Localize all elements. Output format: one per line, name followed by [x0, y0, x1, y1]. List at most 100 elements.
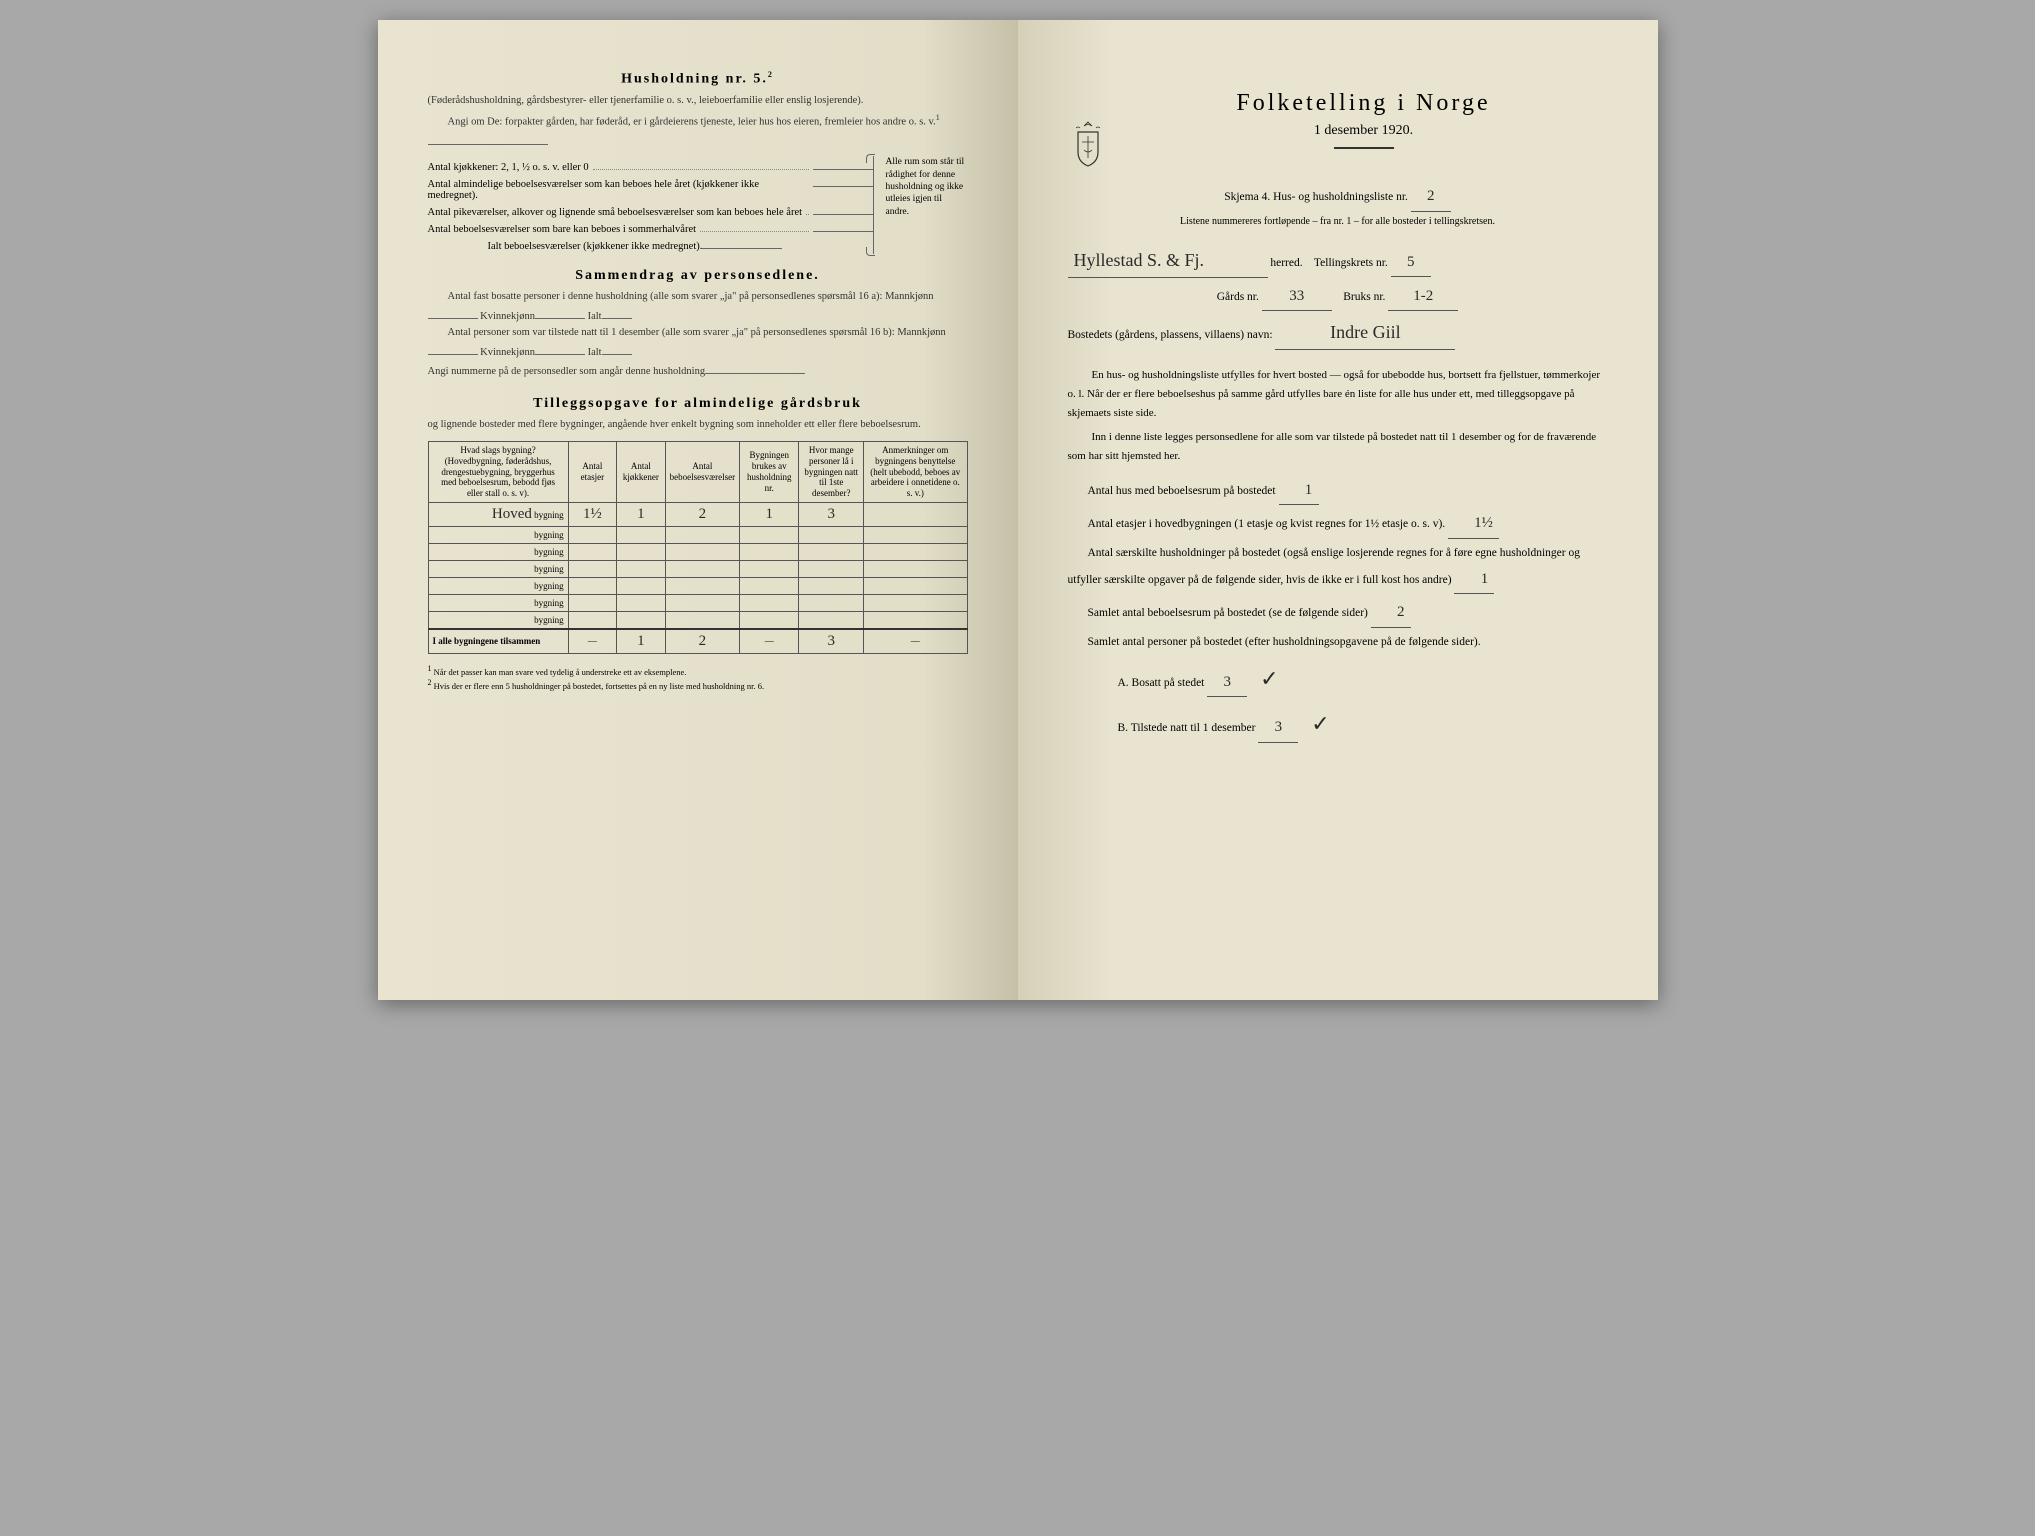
cell-name: Hoved bygning	[428, 502, 568, 526]
gards-line: Gårds nr. 33 Bruks nr. 1-2	[1068, 282, 1608, 312]
bygning-cell: bygning	[428, 577, 568, 594]
listene-note: Listene nummereres fortløpende – fra nr.…	[1068, 216, 1608, 227]
qA-val: 3	[1207, 668, 1247, 698]
gards-label: Gårds nr.	[1217, 291, 1259, 303]
bygning-cell: bygning	[428, 594, 568, 611]
check-icon: ✓	[1260, 666, 1278, 691]
blank	[602, 341, 632, 355]
krets-label: Tellingskrets nr.	[1314, 257, 1388, 269]
hand-name: Hoved	[492, 506, 532, 522]
kvinne-label: Kvinnekjønn	[480, 311, 535, 322]
footnotes: 1 Når det passer kan man svare ved tydel…	[428, 664, 968, 692]
herred-hand: Hyllestad S. & Fj.	[1068, 243, 1268, 278]
summary1: Antal fast bosatte personer i denne hush…	[428, 289, 968, 325]
blank	[813, 175, 873, 187]
summary1-text: Antal fast bosatte personer i denne hush…	[448, 291, 934, 302]
kvinne-label2: Kvinnekjønn	[480, 347, 535, 358]
th-anm: Anmerkninger om bygningens benyttelse (h…	[864, 441, 967, 502]
q2-line: Antal etasjer i hovedbygningen (1 etasje…	[1068, 509, 1608, 539]
rooms1-label: Antal almindelige beboelsesværelser som …	[428, 179, 805, 201]
qA-label: A. Bosatt på stedet	[1118, 677, 1205, 689]
kitchens-label: Antal kjøkkener: 2, 1, ½ o. s. v. eller …	[428, 162, 589, 173]
footnote2: 2 Hvis der er flere enn 5 husholdninger …	[428, 678, 968, 692]
kitchens-row: Antal kjøkkener: 2, 1, ½ o. s. v. eller …	[428, 158, 873, 173]
q3-line: Antal særskilte husholdninger på bostede…	[1068, 543, 1608, 594]
angi-line: Angi om De: forpakter gården, har føderå…	[428, 112, 968, 150]
cell-vaerelser: 2	[665, 502, 739, 526]
cell-anm	[864, 502, 967, 526]
table-header-row: Hvad slags bygning? (Hovedbygning, føder…	[428, 441, 967, 502]
qB-val: 3	[1258, 713, 1298, 743]
th-kjokkener: Antal kjøkkener	[617, 441, 666, 502]
angi-blank	[428, 131, 548, 145]
rooms2-label: Antal pikeværelser, alkover og lignende …	[428, 207, 803, 218]
bruks-label: Bruks nr.	[1343, 291, 1385, 303]
cell-kjokkener: 1	[617, 502, 666, 526]
q4-line: Samlet antal beboelsesrum på bostedet (s…	[1068, 598, 1608, 628]
bracket-note: Alle rum som står til rådighet for denne…	[873, 156, 968, 254]
document-spread: Husholdning nr. 5.2 (Føderådshusholdning…	[378, 20, 1658, 1000]
dots	[593, 160, 809, 170]
qA-line: A. Bosatt på stedet 3 ✓	[1068, 658, 1608, 700]
bygning-cell: bygning	[428, 611, 568, 629]
table-row: bygning	[428, 560, 967, 577]
total-vaerelser: 2	[665, 629, 739, 654]
cell-personer: 3	[799, 502, 864, 526]
table-row: Hoved bygning 1½ 1 2 1 3	[428, 502, 967, 526]
para1: En hus- og husholdningsliste utfylles fo…	[1068, 366, 1608, 422]
rooms1-row: Antal almindelige beboelsesværelser som …	[428, 175, 873, 201]
ialt-label: Ialt	[588, 311, 602, 322]
qB-line: B. Tilstede natt til 1 desember 3 ✓	[1068, 703, 1608, 745]
krets-nr: 5	[1391, 248, 1431, 278]
blank	[535, 305, 585, 319]
table-row: bygning	[428, 611, 967, 629]
table-row: bygning	[428, 577, 967, 594]
bosted-hand: Indre Giil	[1275, 315, 1455, 350]
q3-val: 1	[1454, 565, 1494, 595]
rooms2-row: Antal pikeværelser, alkover og lignende …	[428, 203, 873, 218]
angi-sup: 1	[936, 113, 940, 122]
heading-text: Husholdning nr. 5.	[621, 72, 768, 87]
main-title: Folketelling i Norge	[1120, 90, 1608, 117]
th-vaerelser: Antal beboelsesværelser	[665, 441, 739, 502]
summary3: Angi nummerne på de personsedler som ang…	[428, 360, 968, 380]
total-personer: 3	[799, 629, 864, 654]
total-kjokkener: 1	[617, 629, 666, 654]
table-row: bygning	[428, 543, 967, 560]
angi-text: Angi om De: forpakter gården, har føderå…	[448, 117, 936, 128]
rooms-block: Antal kjøkkener: 2, 1, ½ o. s. v. eller …	[428, 156, 968, 254]
ialt-label2: Ialt	[588, 347, 602, 358]
dots	[806, 205, 808, 215]
rooms-total-label: Ialt beboelsesværelser (kjøkkener ikke m…	[488, 241, 703, 252]
bygning-cell: bygning	[428, 526, 568, 543]
title-rule	[1334, 147, 1394, 149]
coat-of-arms-icon	[1068, 120, 1108, 168]
q4-label: Samlet antal beboelsesrum på bostedet (s…	[1088, 607, 1368, 619]
table-row: bygning	[428, 594, 967, 611]
household-heading: Husholdning nr. 5.2	[428, 70, 968, 88]
dots	[700, 222, 808, 232]
bosted-label: Bostedets (gårdens, plassens, villaens) …	[1068, 329, 1273, 341]
herred-label: herred.	[1270, 257, 1302, 269]
footnote1: 1 Når det passer kan man svare ved tydel…	[428, 664, 968, 678]
summary2-text: Antal personer som var tilstede natt til…	[448, 327, 946, 338]
blank	[702, 237, 782, 249]
rooms-total-row: Ialt beboelsesværelser (kjøkkener ikke m…	[428, 237, 873, 252]
title-block: Folketelling i Norge 1 desember 1920.	[1120, 90, 1608, 165]
summary2: Antal personer som var tilstede natt til…	[428, 325, 968, 361]
subtitle: 1 desember 1920.	[1120, 123, 1608, 139]
addl-title: Tilleggsopgave for almindelige gårdsbruk	[428, 396, 968, 412]
bygning-cell: bygning	[428, 560, 568, 577]
skjema-nr: 2	[1411, 182, 1451, 212]
check-icon: ✓	[1311, 711, 1329, 736]
total-anm: —	[864, 629, 967, 654]
herred-line: Hyllestad S. & Fj. herred. Tellingskrets…	[1068, 243, 1608, 278]
skjema-line: Skjema 4. Hus- og husholdningsliste nr. …	[1068, 182, 1608, 212]
footnote2-text: Hvis der er flere enn 5 husholdninger på…	[434, 681, 764, 691]
q1-label: Antal hus med beboelsesrum på bostedet	[1088, 485, 1276, 497]
q1-line: Antal hus med beboelsesrum på bostedet 1	[1068, 476, 1608, 506]
blank	[813, 220, 873, 232]
bruks-nr: 1-2	[1388, 282, 1458, 312]
right-header: Folketelling i Norge 1 desember 1920.	[1068, 90, 1608, 178]
q3-label: Antal særskilte husholdninger på bostede…	[1068, 547, 1580, 586]
